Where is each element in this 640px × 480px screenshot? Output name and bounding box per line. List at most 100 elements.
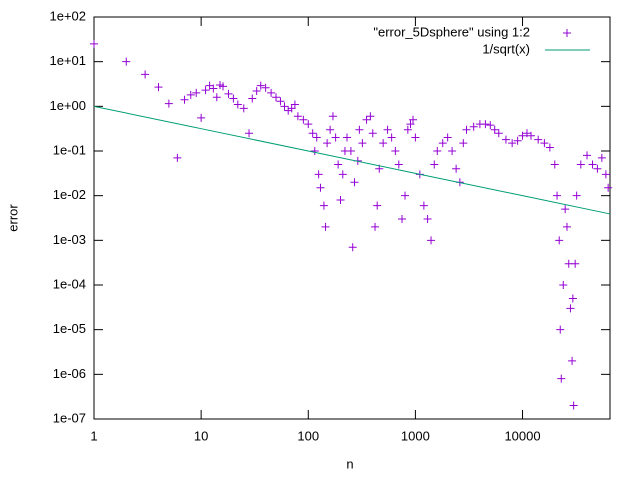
- data-point: [331, 133, 340, 142]
- y-tick-label: 1e-02: [53, 187, 86, 202]
- data-point: [427, 236, 436, 245]
- data-point: [423, 215, 432, 224]
- data-point: [522, 129, 531, 138]
- data-point: [534, 135, 543, 144]
- data-point: [323, 139, 332, 148]
- data-point: [550, 160, 559, 169]
- data-point: [398, 215, 407, 224]
- y-axis-label: error: [5, 204, 20, 232]
- data-point: [355, 125, 364, 134]
- data-point: [557, 374, 566, 383]
- data-point: [197, 113, 206, 122]
- data-point: [192, 88, 201, 97]
- x-tick-label: 1: [90, 428, 97, 443]
- data-point: [362, 115, 371, 124]
- y-tick-label: 1e-04: [53, 276, 86, 291]
- legend-label: "error_5Dsphere" using 1:2: [373, 24, 530, 39]
- data-point: [122, 57, 131, 66]
- data-point: [513, 136, 522, 145]
- data-point: [319, 201, 328, 210]
- plot-frame: [93, 16, 611, 420]
- data-point: [561, 205, 570, 214]
- data-point: [394, 160, 403, 169]
- data-point: [343, 133, 352, 142]
- data-point: [180, 95, 189, 104]
- data-point: [379, 139, 388, 148]
- data-point: [601, 170, 610, 179]
- data-point: [583, 151, 592, 160]
- data-point: [290, 100, 299, 109]
- data-point: [186, 90, 195, 99]
- data-point: [346, 147, 355, 155]
- y-tick-label: 1e+00: [49, 98, 86, 113]
- data-point: [245, 129, 254, 138]
- data-point: [403, 125, 412, 134]
- legend-label: 1/sqrt(x): [482, 41, 530, 56]
- data-point: [490, 125, 499, 134]
- data-point: [299, 115, 308, 124]
- data-point: [576, 160, 585, 169]
- data-point: [209, 84, 218, 93]
- data-point: [568, 294, 577, 303]
- data-point: [316, 183, 325, 192]
- data-point: [438, 139, 447, 148]
- data-point: [555, 236, 564, 245]
- y-tick-label: 1e-03: [53, 232, 86, 247]
- data-point: [419, 201, 428, 210]
- data-point: [293, 112, 302, 121]
- data-point: [350, 178, 359, 187]
- data-point: [553, 191, 562, 200]
- data-point: [328, 112, 337, 121]
- data-point: [336, 195, 345, 204]
- data-point: [239, 104, 248, 113]
- x-tick-label: 10000: [504, 428, 540, 443]
- data-point: [406, 120, 415, 129]
- data-point: [326, 125, 335, 134]
- data-point: [540, 139, 549, 148]
- data-point: [430, 160, 439, 169]
- data-point: [452, 164, 461, 173]
- data-point: [566, 304, 575, 313]
- data-point: [280, 102, 289, 111]
- data-point: [569, 401, 578, 410]
- data-point: [494, 129, 503, 138]
- data-point: [338, 170, 347, 179]
- data-point: [219, 82, 227, 91]
- data-point: [527, 131, 536, 140]
- data-point: [556, 325, 565, 334]
- data-point: [481, 120, 490, 129]
- data-point: [409, 115, 418, 124]
- data-point: [597, 153, 606, 162]
- data-point: [212, 93, 221, 102]
- data-point: [267, 88, 276, 97]
- data-point: [401, 191, 410, 200]
- data-point: [387, 133, 396, 142]
- data-point: [261, 83, 270, 92]
- data-point: [433, 147, 442, 155]
- data-point: [248, 94, 257, 103]
- data-point: [284, 106, 293, 115]
- data-point: [321, 222, 330, 231]
- data-point: [459, 139, 468, 148]
- data-line: [93, 105, 611, 215]
- data-point: [348, 243, 357, 252]
- data-point: [469, 122, 478, 131]
- data-point: [229, 94, 238, 103]
- data-point: [141, 70, 150, 79]
- data-point: [256, 81, 265, 90]
- data-point: [562, 222, 571, 231]
- data-point: [501, 135, 510, 144]
- data-point: [287, 104, 296, 113]
- data-point: [310, 147, 319, 155]
- data-point: [173, 153, 182, 162]
- data-point: [568, 356, 577, 365]
- data-point: [308, 129, 317, 138]
- data-point: [559, 281, 568, 289]
- data-point: [358, 139, 367, 148]
- data-point: [368, 129, 377, 138]
- x-axis-label: n: [346, 456, 353, 471]
- data-point: [90, 39, 98, 48]
- data-point: [572, 191, 581, 200]
- data-point: [366, 112, 375, 121]
